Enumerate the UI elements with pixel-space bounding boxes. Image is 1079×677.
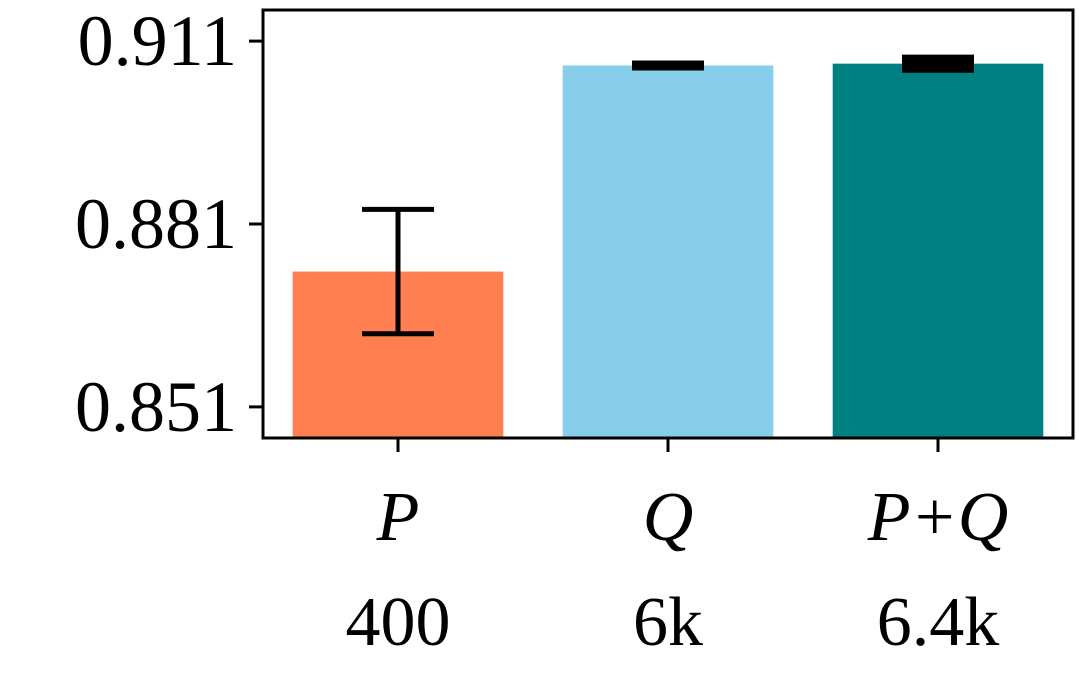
y-tick-label: 0.911 [78,1,237,81]
x-tick-sublabel: 6.4k [877,584,1000,661]
y-axis: 0.851 0.881 0.911 [75,1,263,447]
x-tick-label: P+Q [867,479,1009,556]
bar-p-q [832,63,1044,439]
error-bar-1 [632,60,704,71]
error-bar-2 [902,54,974,73]
x-tick-sublabel: 6k [633,584,703,661]
x-tick-label: Q [643,479,694,556]
x-tick-sublabel: 400 [346,584,451,661]
error-bar-0 [362,206,434,337]
y-tick-label: 0.881 [75,184,237,264]
x-tick-label: P [376,479,420,556]
error-bars-group [362,54,974,337]
x-axis: P 400 Q 6k P+Q 6.4k [346,438,1009,661]
y-tick-label: 0.851 [75,367,237,447]
bars-group [292,63,1044,439]
bar-q [562,65,774,439]
